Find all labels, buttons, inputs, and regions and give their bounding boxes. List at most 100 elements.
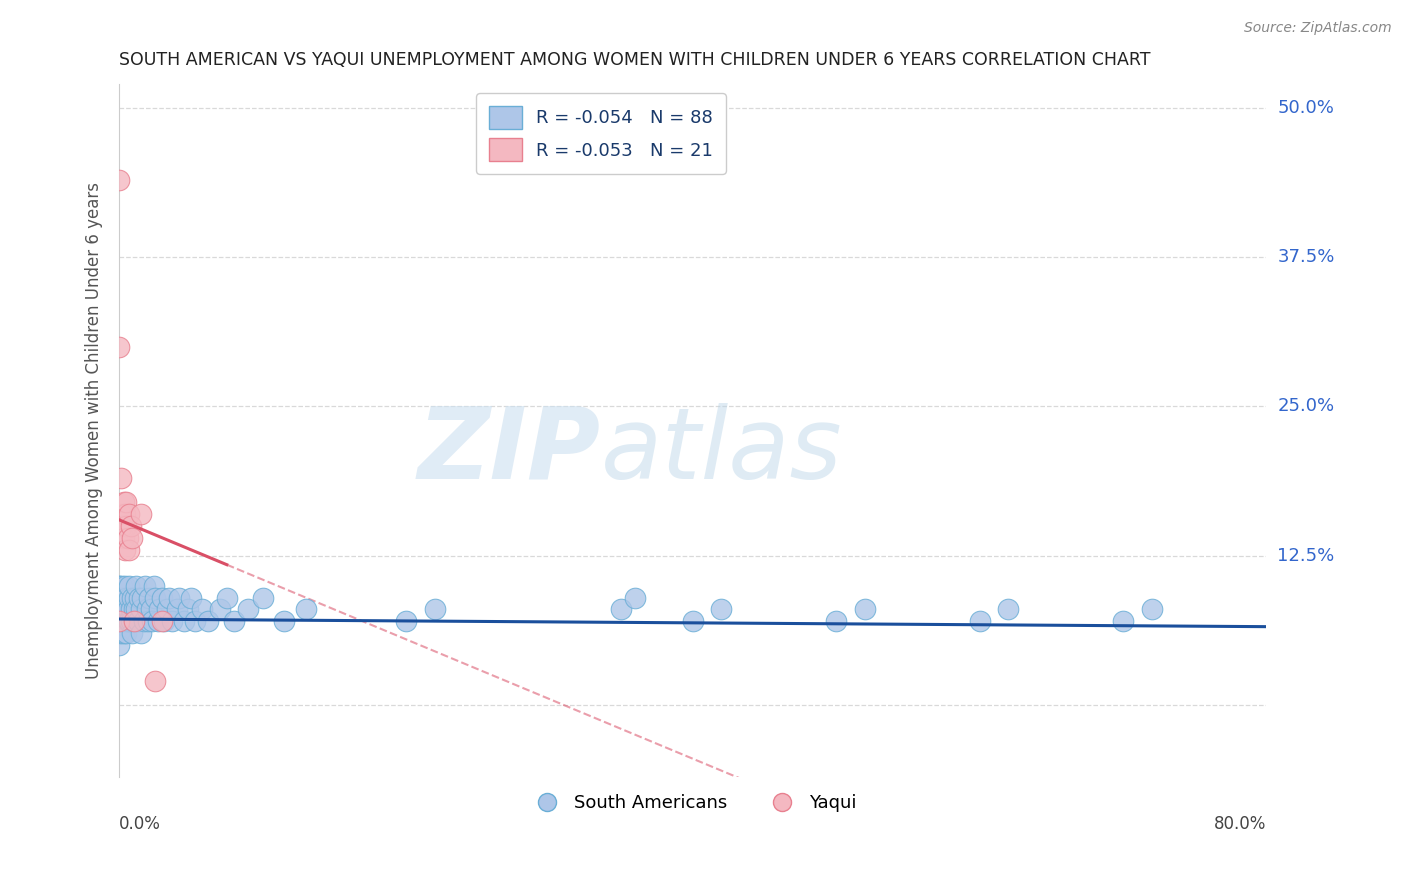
Point (624, 591, 647, 605)
Text: SOUTH AMERICAN VS YAQUI UNEMPLOYMENT AMONG WOMEN WITH CHILDREN UNDER 6 YEARS COR: SOUTH AMERICAN VS YAQUI UNEMPLOYMENT AMO… (120, 51, 1150, 69)
Point (273, 615, 295, 629)
Text: 80.0%: 80.0% (1213, 814, 1267, 833)
Point (238, 602, 260, 616)
Point (110, 591, 132, 605)
Point (108, 615, 131, 629)
Point (110, 626, 132, 640)
Point (197, 615, 219, 629)
Point (143, 674, 166, 689)
Point (208, 602, 231, 616)
Point (108, 591, 131, 605)
Point (121, 626, 143, 640)
Point (142, 578, 165, 592)
Point (134, 578, 156, 592)
Point (148, 602, 170, 616)
Point (129, 507, 152, 521)
Point (127, 615, 149, 629)
Point (141, 615, 163, 629)
Point (155, 602, 177, 616)
Point (121, 591, 143, 605)
Point (111, 519, 134, 533)
Point (110, 615, 132, 629)
Point (162, 615, 184, 629)
Point (120, 615, 142, 629)
Point (169, 591, 191, 605)
Text: ZIP: ZIP (418, 402, 600, 500)
Point (122, 615, 145, 629)
Point (108, 638, 131, 652)
Point (112, 626, 135, 640)
Point (215, 591, 238, 605)
Point (997, 602, 1019, 616)
Point (173, 615, 195, 629)
Point (114, 578, 136, 592)
Point (825, 615, 848, 629)
Point (115, 495, 138, 509)
Point (114, 615, 136, 629)
Text: 37.5%: 37.5% (1278, 248, 1334, 266)
Point (395, 615, 418, 629)
Point (128, 591, 150, 605)
Point (177, 602, 200, 616)
Point (112, 602, 135, 616)
Point (115, 519, 138, 533)
Point (191, 602, 214, 616)
Point (108, 578, 131, 592)
Text: 50.0%: 50.0% (1278, 99, 1334, 117)
Point (143, 591, 166, 605)
Point (112, 531, 135, 545)
Point (122, 615, 145, 629)
Point (111, 602, 134, 616)
Point (108, 602, 131, 616)
Point (1112, 615, 1135, 629)
Point (117, 531, 139, 545)
Point (114, 507, 136, 521)
Text: 12.5%: 12.5% (1278, 547, 1334, 565)
Point (222, 615, 245, 629)
Point (118, 578, 141, 592)
Point (108, 602, 131, 616)
Point (108, 578, 131, 592)
Point (117, 615, 139, 629)
Point (112, 495, 135, 509)
Point (682, 615, 704, 629)
Point (120, 519, 142, 533)
Point (150, 615, 173, 629)
Point (252, 591, 274, 605)
Point (114, 542, 136, 557)
Y-axis label: Unemployment Among Women with Children Under 6 years: Unemployment Among Women with Children U… (86, 182, 103, 679)
Point (108, 591, 131, 605)
Point (129, 602, 152, 616)
Point (166, 602, 188, 616)
Point (110, 471, 132, 485)
Point (111, 615, 134, 629)
Point (136, 615, 159, 629)
Point (110, 507, 132, 521)
Point (118, 542, 141, 557)
Point (110, 602, 132, 616)
Point (132, 615, 155, 629)
Point (294, 602, 316, 616)
Point (121, 531, 143, 545)
Point (118, 591, 141, 605)
Point (125, 578, 148, 592)
Point (135, 602, 157, 616)
Point (122, 602, 145, 616)
Text: 0.0%: 0.0% (120, 814, 162, 833)
Point (108, 172, 131, 186)
Point (115, 591, 138, 605)
Point (108, 340, 131, 354)
Point (146, 615, 169, 629)
Point (108, 626, 131, 640)
Point (138, 591, 160, 605)
Point (118, 507, 141, 521)
Point (150, 591, 173, 605)
Point (108, 615, 131, 629)
Point (117, 602, 139, 616)
Legend: South Americans, Yaqui: South Americans, Yaqui (522, 787, 863, 820)
Point (139, 602, 162, 616)
Point (115, 615, 138, 629)
Point (124, 591, 146, 605)
Point (114, 602, 136, 616)
Point (118, 615, 141, 629)
